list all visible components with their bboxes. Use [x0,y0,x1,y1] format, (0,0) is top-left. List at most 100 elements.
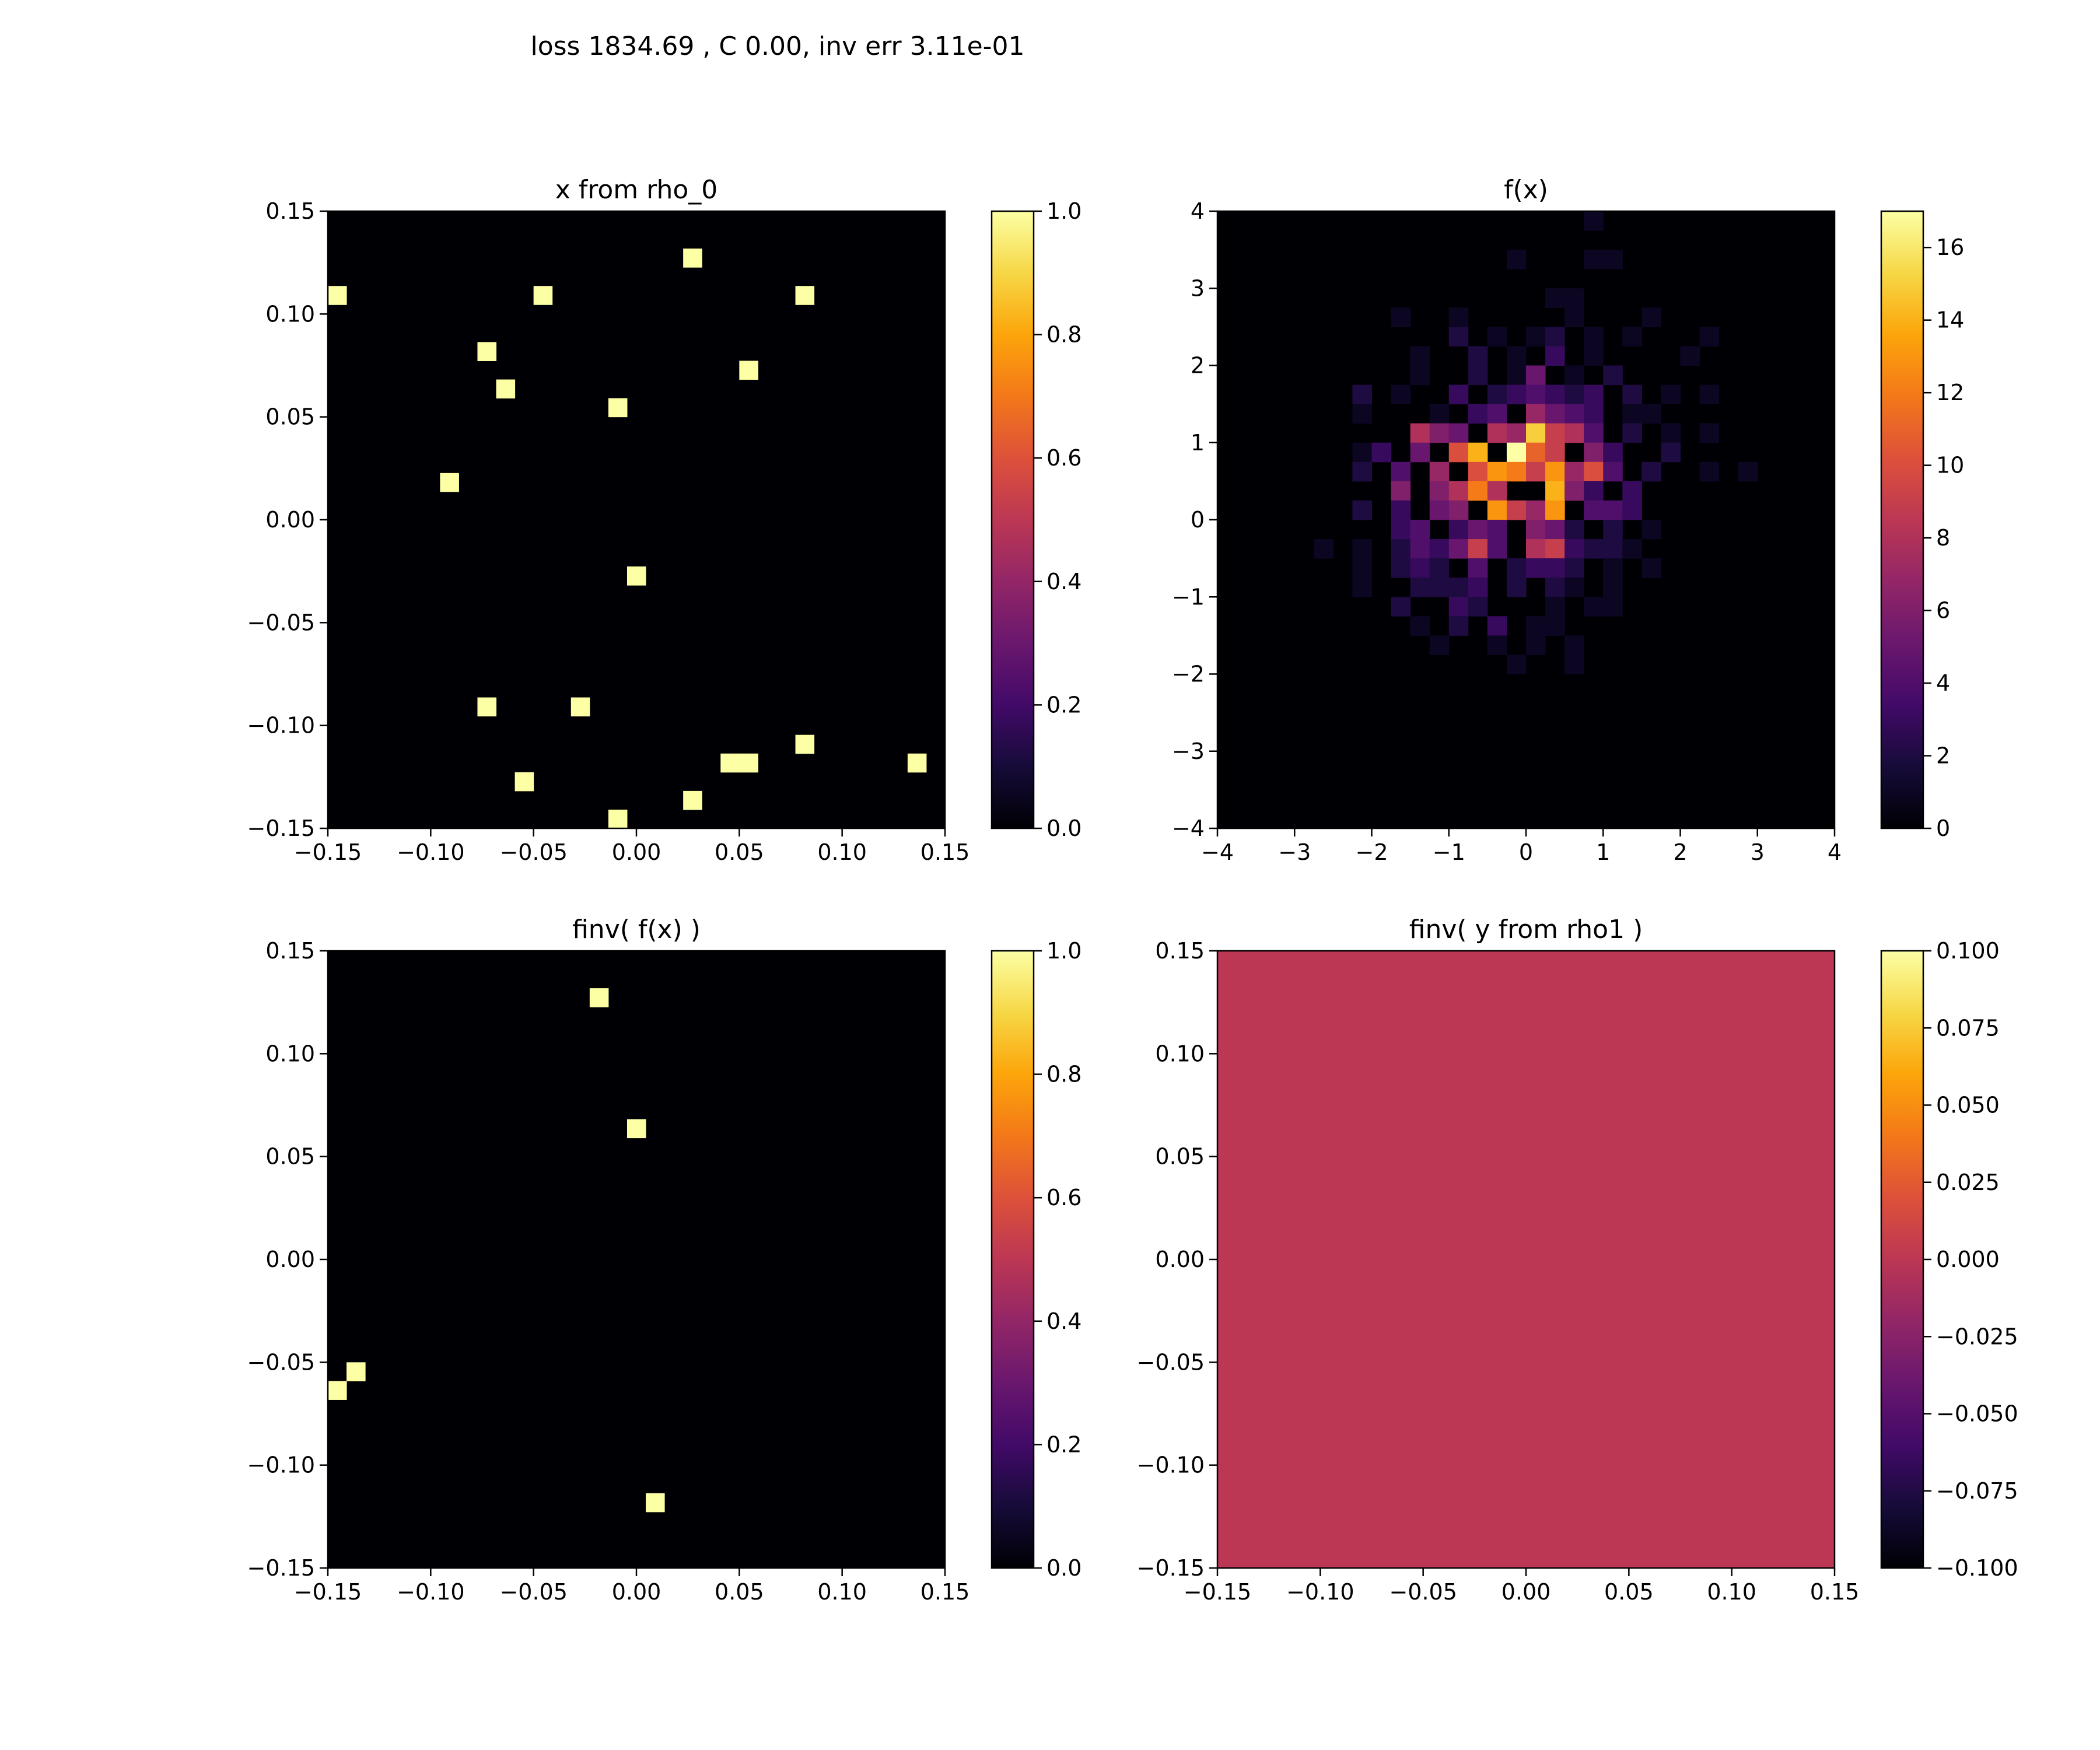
heatmap-cell [1468,442,1488,463]
heatmap-cell [1545,578,1565,597]
heatmap-cell [1526,404,1546,424]
heatmap-cell [1391,539,1411,559]
x-tick-label: 0.05 [1604,1579,1654,1605]
heatmap-cell [608,809,628,829]
x-tick-label: −0.05 [1389,1579,1457,1605]
heatmap-cell [1429,500,1450,520]
heatmap-cell [346,1362,366,1381]
heatmap-cell [795,286,815,305]
y-tick-label: 0.10 [265,1041,315,1066]
heatmap-cell [1526,558,1546,578]
x-tick-label: −0.15 [1184,1579,1251,1605]
heatmap-cell [1487,539,1507,559]
heatmap-cell [683,790,702,810]
colorbar-tick-label: 0.4 [1046,569,1082,594]
heatmap-background [328,211,945,828]
heatmap-cell [1564,481,1584,501]
heatmap-cell [1545,404,1565,424]
heatmap-cell [1564,654,1584,674]
heatmap-cell [1603,250,1623,270]
heatmap-cell [739,360,758,380]
subplot-3: finv( f(x) ) −0.15 −0.10 −0.05 0.00 0.05 0.10 0… [247,915,1082,1605]
y-tick-label: 0.00 [1155,1247,1205,1272]
colorbar-tick-label: 6 [1936,598,1950,624]
heatmap-cell [1584,327,1604,346]
heatmap-cell [477,697,497,717]
y-tick-label: 0.05 [265,1144,315,1170]
heatmap-cell [1545,597,1565,617]
heatmap-cell [626,1119,646,1139]
heatmap-cell [1410,558,1430,578]
subplot-title: f(x) [1504,175,1548,205]
heatmap-cell [1448,597,1469,617]
y-tick-label: 3 [1191,275,1205,301]
heatmap-cell [570,697,590,717]
heatmap-cell [589,988,609,1007]
heatmap-cell [1526,520,1546,540]
colorbar-tick-label: 2 [1936,743,1950,769]
heatmap-cell [1314,539,1334,559]
heatmap-cell [1564,635,1584,655]
heatmap-cell [1584,384,1604,405]
heatmap-cell [1699,423,1720,443]
subplot-4: finv( y from rho1 ) −0.15 −0.10 −0.05 0.00 0.… [1137,915,2018,1605]
colorbar-tick-label: −0.025 [1936,1324,2018,1349]
x-tick-label: 3 [1751,839,1765,865]
x-tick-label: −0.10 [397,1579,464,1605]
heatmap-cell [1642,404,1661,424]
subplot-grid: x from rho_0−0.15 −0.10 −0.05 0.00 0.05 0.10 0… [247,175,2018,1605]
x-tick-label: −0.15 [294,839,362,865]
heatmap-cell [1603,520,1623,540]
x-tick-label: 0.00 [612,839,662,865]
heatmap-cell [1564,404,1584,424]
heatmap-cell [1506,384,1527,405]
heatmap-cell [1506,442,1527,463]
x-tick-label: −0.05 [499,839,567,865]
heatmap-cell [1448,520,1469,540]
heatmap-cell [1468,461,1488,482]
x-tick-label: −3 [1278,839,1311,865]
x-tick-label: −4 [1201,839,1234,865]
heatmap-background [1217,951,1835,1568]
colorbar-frame [991,210,1035,830]
colorbar-tick-label: 16 [1936,235,1964,260]
heatmap-cell [795,734,815,754]
x-tick-label: 2 [1673,839,1687,865]
colorbar-tick-label: 0.8 [1046,322,1082,348]
heatmap-cell [1526,365,1546,386]
heatmap-cell [1448,442,1469,463]
heatmap-cell [1352,461,1372,482]
heatmap-cell [1352,442,1372,463]
y-tick-label: −0.15 [1137,1555,1205,1581]
colorbar-tick-label: 0.2 [1046,692,1082,718]
y-tick-label: −0.10 [247,713,315,738]
x-tick-label: 4 [1828,839,1842,865]
heatmap-cell [1545,288,1565,308]
heatmap-cell [1526,327,1546,346]
heatmap-cell [440,473,459,492]
heatmap-cell [1391,481,1411,501]
y-tick-label: −1 [1172,584,1205,610]
x-tick-label: −0.10 [1286,1579,1354,1605]
heatmap-cell [1545,327,1565,346]
heatmap-cell [1622,384,1642,405]
colorbar-tick-label: 8 [1936,525,1950,551]
heatmap-cell [1429,558,1450,578]
colorbar-gradient [1881,951,1923,1568]
heatmap-cell [1487,423,1507,443]
heatmap-cell [1603,578,1623,597]
heatmap-cell [477,342,497,361]
heatmap-cell [1352,384,1372,405]
x-tick-label: 0.00 [612,1579,662,1605]
colorbar-tick-label: 12 [1936,380,1964,405]
heatmap-cell [1468,597,1488,617]
heatmap-cell [1564,288,1584,308]
heatmap-cell [1545,500,1565,520]
heatmap-cell [739,753,758,773]
subplot-1: x from rho_0 −0.15 −0.10 −0.05 0.00 0.05 0.10 0… [247,175,1082,865]
heatmap-cell [1468,539,1488,559]
heatmap-cell [1410,365,1430,386]
x-tick-label: 0.05 [715,1579,764,1605]
y-tick-label: −4 [1172,816,1205,841]
